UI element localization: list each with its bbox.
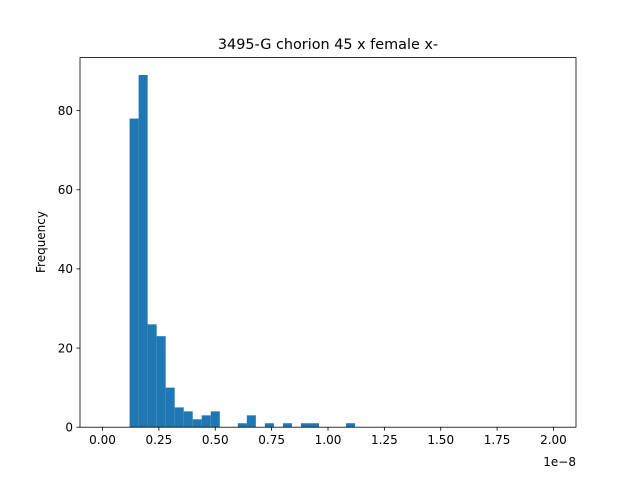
histogram-bar (264, 423, 274, 428)
y-tick-label: 20 (58, 341, 73, 355)
histogram-bar (165, 387, 175, 428)
x-axis-ticks: 0.00 0.25 0.50 0.75 1.00 1.25 1.50 1.75 2.00 (89, 427, 567, 447)
y-axis-label: Frequency (34, 211, 48, 273)
x-tick-label: 2.00 (540, 433, 567, 447)
histogram-bar (201, 415, 211, 428)
x-tick-label: 0.50 (202, 433, 229, 447)
histogram-bar (237, 423, 247, 428)
histogram-bar (183, 411, 193, 428)
histogram-bar (156, 336, 166, 428)
histogram-bars (129, 75, 356, 428)
histogram-bar (309, 423, 319, 428)
chart-title: 3495-G chorion 45 x female x- (218, 37, 438, 53)
x-tick-label: 0.00 (89, 433, 116, 447)
y-tick-label: 80 (58, 104, 73, 118)
x-tick-label: 0.75 (258, 433, 285, 447)
x-tick-label: 1.25 (371, 433, 398, 447)
histogram-bar (282, 423, 292, 428)
histogram-bar (300, 423, 310, 428)
histogram-bar (147, 324, 157, 428)
x-tick-label: 1.00 (315, 433, 342, 447)
histogram-bar (138, 75, 148, 428)
y-axis-ticks: 0 20 40 60 80 (58, 104, 80, 434)
histogram-bar (246, 415, 256, 428)
histogram-bar (129, 118, 139, 428)
histogram-bar (346, 423, 356, 428)
histogram-bar (174, 407, 184, 428)
histogram-bar (210, 411, 220, 428)
x-tick-label: 1.50 (427, 433, 454, 447)
x-tick-label: 0.25 (146, 433, 173, 447)
x-axis-offset-label: 1e−8 (543, 455, 576, 469)
histogram-bar (192, 419, 202, 428)
y-tick-label: 40 (58, 262, 73, 276)
x-tick-label: 1.75 (484, 433, 511, 447)
y-tick-label: 60 (58, 183, 73, 197)
y-tick-label: 0 (65, 420, 73, 434)
